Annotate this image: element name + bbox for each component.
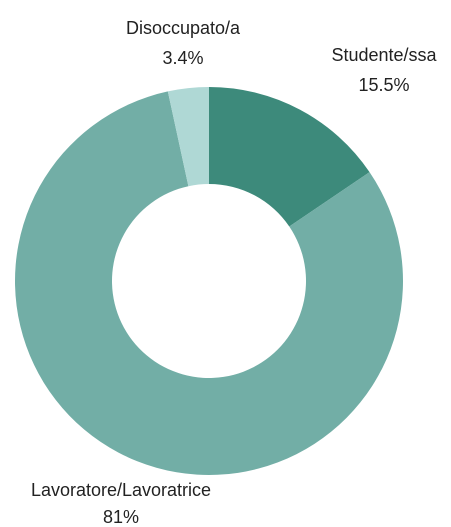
donut-slices — [14, 87, 403, 475]
slice-label-studente: Studente/ssa — [331, 45, 437, 65]
slice-value-disoccupato: 3.4% — [162, 48, 203, 68]
slice-label-lavoratore: Lavoratore/Lavoratrice — [31, 480, 211, 500]
slice-lavoratore — [14, 91, 403, 475]
slice-value-lavoratore: 81% — [103, 507, 139, 527]
slice-disoccupato — [167, 87, 209, 187]
slice-studente — [209, 87, 370, 227]
slice-value-studente: 15.5% — [358, 75, 409, 95]
slice-label-disoccupato: Disoccupato/a — [126, 18, 241, 38]
